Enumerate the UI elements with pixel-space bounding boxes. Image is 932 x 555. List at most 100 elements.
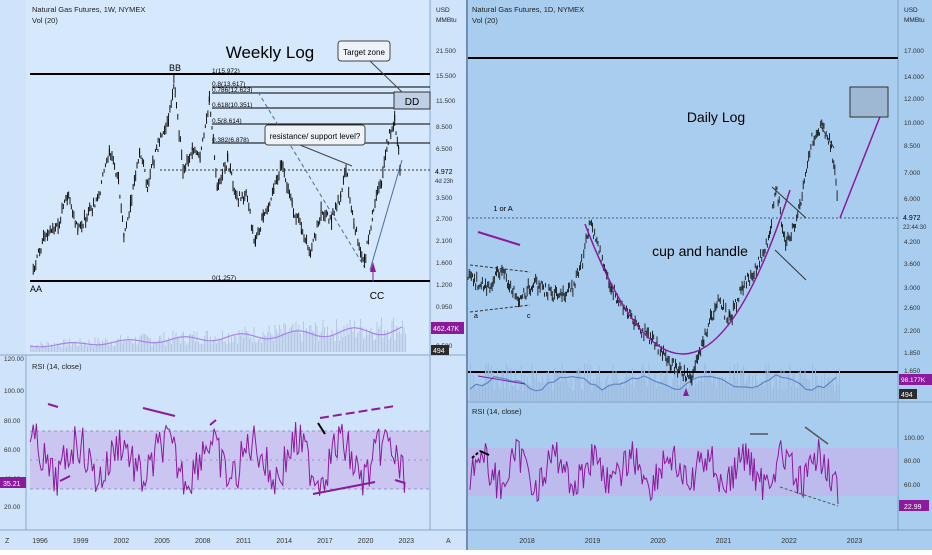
- handle-channel-top-2[interactable]: [819, 124, 835, 149]
- left-a-button[interactable]: A: [446, 538, 451, 545]
- r-volume-bar: [629, 373, 630, 401]
- right-year-tick: 2023: [847, 538, 863, 545]
- right-time-axis[interactable]: 2018 2019 2020 2021 2022 2023: [519, 538, 862, 545]
- right-rsi-divergence-lines: [471, 426, 839, 507]
- left-rsi-tick: 120.00: [4, 356, 24, 363]
- left-channel-bottom[interactable]: [469, 304, 531, 313]
- volume-bar: [376, 321, 378, 352]
- r-volume-bar: [752, 375, 753, 401]
- volume-bar: [307, 333, 309, 352]
- volume-bar: [279, 324, 280, 352]
- volume-bar: [103, 342, 105, 352]
- r-volume-bar: [834, 390, 836, 401]
- volume-bar: [300, 333, 301, 352]
- right-target-box[interactable]: [849, 86, 889, 118]
- r-volume-bar: [630, 384, 632, 401]
- target-zone-box[interactable]: [393, 91, 431, 110]
- right-rsi-tick: 60.00: [904, 482, 921, 489]
- uptrend-line[interactable]: [369, 159, 403, 271]
- right-price-tick: 3.600: [904, 261, 921, 268]
- volume-bar: [153, 341, 154, 352]
- r-volume-bar: [764, 387, 765, 401]
- r-volume-bar: [773, 386, 774, 401]
- volume-bar: [78, 346, 79, 352]
- left-rsi-tick: 80.00: [4, 418, 21, 425]
- downtrend-line[interactable]: [257, 91, 366, 269]
- left-z-button[interactable]: Z: [5, 538, 10, 545]
- volume-bar: [162, 341, 163, 352]
- left-volume-value: 462.47K: [433, 326, 459, 333]
- r-volume-bar: [708, 374, 710, 401]
- volume-bar: [231, 336, 232, 352]
- target-zone-callout[interactable]: Target zone: [337, 40, 403, 93]
- r-volume-bar: [494, 390, 495, 401]
- fib-label: 0.786(12.623): [212, 87, 252, 94]
- rsi-div-2: [142, 407, 176, 417]
- r-volume-bar: [633, 387, 635, 401]
- right-rsi-tick: 80.00: [904, 458, 921, 465]
- panel-divider[interactable]: [466, 0, 468, 550]
- r-volume-bar: [671, 387, 672, 401]
- r-volume-bar: [584, 363, 585, 401]
- volume-bar: [207, 330, 208, 352]
- r-volume-bar: [656, 388, 657, 401]
- r-volume-bar: [786, 373, 788, 401]
- r-volume-bar: [818, 386, 819, 401]
- left-price-tick: 0.950: [436, 304, 453, 311]
- magenta-trend-2[interactable]: [477, 375, 526, 385]
- volume-bar: [144, 333, 145, 352]
- volume-bar: [148, 337, 150, 352]
- volume-bar: [354, 321, 355, 352]
- volume-bar: [348, 334, 349, 352]
- right-rsi-line: [469, 438, 839, 505]
- volume-bar: [55, 346, 57, 352]
- r-volume-bar: [474, 385, 476, 401]
- left-channel-top[interactable]: [469, 264, 531, 273]
- right-year-tick: 2022: [781, 538, 797, 545]
- r-volume-bar: [725, 377, 726, 401]
- volume-bar: [159, 336, 160, 352]
- left-price-tick: 1.600: [436, 260, 453, 267]
- r-volume-bar: [549, 378, 551, 401]
- resistance-callout[interactable]: resistance/ support level?: [264, 124, 366, 167]
- right-rsi-value: 22.99: [904, 504, 922, 511]
- handle-channel-top[interactable]: [771, 186, 807, 219]
- volume-bar: [214, 336, 216, 352]
- r-volume-bar: [594, 382, 596, 401]
- r-volume-bar: [650, 377, 651, 401]
- r-volume-bar: [750, 385, 752, 401]
- volume-bar: [112, 345, 114, 352]
- r-volume-bar: [473, 375, 474, 401]
- right-price-axis[interactable]: 17.000 14.000 12.000 10.000 8.500 7.000 6.000 4…: [904, 48, 924, 375]
- r-volume-bar: [509, 390, 510, 401]
- aa-label: AA: [30, 284, 42, 294]
- r-volume-bar: [635, 381, 636, 401]
- left-price-tick: 2.100: [436, 238, 453, 245]
- r-volume-bar: [765, 365, 767, 401]
- left-chart-panel[interactable]: 1(15.972) 0.8(13.617)0.786(12.623) 0.618(1…: [0, 0, 466, 550]
- r-volume-bar: [701, 375, 702, 401]
- r-volume-bar: [560, 380, 561, 401]
- right-chart-panel[interactable]: Daily Log cup and handle 1 or A a c Natu…: [467, 0, 932, 550]
- volume-bar: [399, 330, 400, 352]
- r-volume-bar: [659, 386, 660, 401]
- magenta-trend-1[interactable]: [477, 231, 521, 246]
- volume-bar: [118, 339, 120, 352]
- r-volume-bar: [552, 390, 554, 401]
- left-unit: MMBtu: [436, 17, 457, 24]
- volume-bar: [160, 335, 162, 352]
- r-volume-bar: [500, 388, 501, 401]
- fib-label: 1(15.972): [212, 68, 240, 75]
- volume-bar: [358, 330, 360, 352]
- r-volume-bar: [536, 370, 537, 401]
- left-year-tick: 1996: [32, 538, 48, 545]
- left-time-axis[interactable]: 1996 1999 2002 2005 2008 2011 2014 2017 2020 2023: [32, 538, 414, 545]
- cup-arc[interactable]: [584, 189, 791, 355]
- handle-channel-bottom[interactable]: [774, 249, 807, 281]
- projection-arrow[interactable]: [839, 103, 886, 219]
- volume-bar: [315, 322, 316, 352]
- r-volume-bar: [620, 381, 621, 401]
- volume-bar: [184, 341, 186, 352]
- volume-bar: [291, 326, 292, 352]
- r-volume-bar: [522, 390, 524, 401]
